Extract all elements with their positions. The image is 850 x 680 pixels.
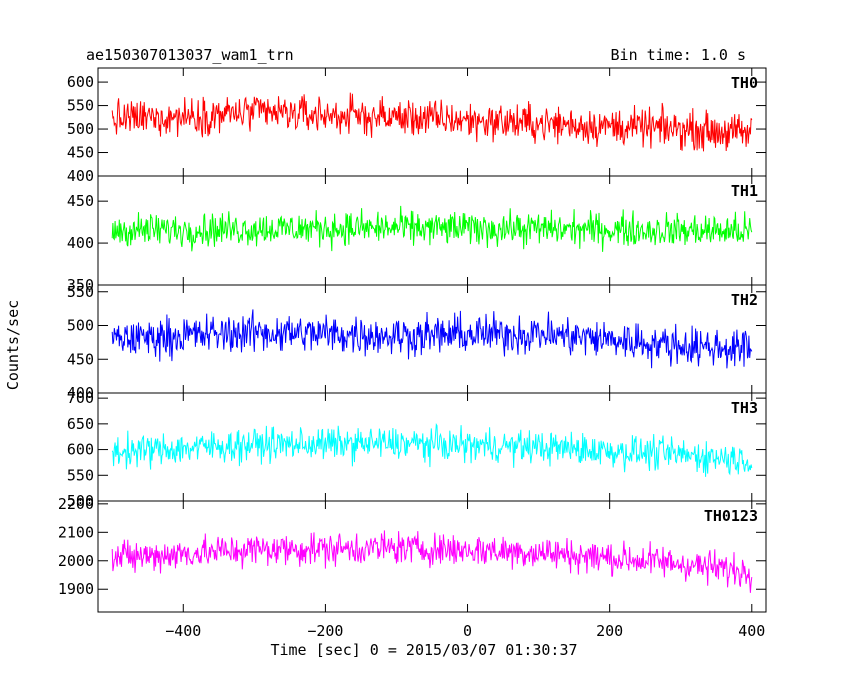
x-axis: −400 −200 0 200 400 [165, 622, 765, 640]
series-line-th3 [111, 422, 753, 477]
y-tick-label: 2000 [58, 552, 94, 570]
series-line-th1 [111, 205, 753, 252]
series-line-th2 [111, 309, 753, 369]
chart-title: ae150307013037_wam1_trn [86, 46, 294, 64]
panel-label-th0: TH0 [731, 74, 758, 92]
x-tick-label: −200 [307, 622, 343, 640]
panel-label-th3: TH3 [731, 399, 758, 417]
y-tick-label: 550 [67, 97, 94, 115]
y-tick-label: 700 [67, 389, 94, 407]
y-tick-label: 450 [67, 192, 94, 210]
y-tick-label: 650 [67, 415, 94, 433]
panel-label-th1: TH1 [731, 182, 758, 200]
y-tick-label: 400 [67, 384, 94, 402]
y-tick-label: 450 [67, 144, 94, 162]
y-tick-label: 400 [67, 167, 94, 185]
y-tick-label: 2200 [58, 495, 94, 513]
x-tick-label: −400 [165, 622, 201, 640]
panel-label-th0123: TH0123 [704, 507, 758, 525]
x-tick-label: 0 [463, 622, 472, 640]
y-tick-label: 2100 [58, 523, 94, 541]
series-line-th0123 [111, 530, 753, 593]
panel-th1: 350 400 450 TH1 [67, 175, 767, 294]
y-tick-label: 400 [67, 234, 94, 252]
y-tick-label: 500 [67, 492, 94, 510]
x-axis-label: Time [sec] 0 = 2015/03/07 01:30:37 [270, 641, 577, 659]
panel-frame [97, 392, 767, 502]
y-axis-label: Counts/sec [4, 300, 22, 390]
panel-th3: 500 550 600 650 700 TH3 [67, 389, 767, 510]
panel-frame [97, 500, 767, 613]
panel-label-th2: TH2 [731, 291, 758, 309]
x-tick-label: 400 [738, 622, 765, 640]
bin-time-label: Bin time: 1.0 s [611, 46, 746, 64]
panel-th2: 400 450 500 550 TH2 [67, 283, 767, 402]
y-tick-label: 550 [67, 466, 94, 484]
y-tick-label: 350 [67, 276, 94, 294]
y-tick-label: 600 [67, 73, 94, 91]
panel-th0: 400 450 500 550 600 TH0 [67, 67, 767, 185]
panel-th0123: 1900 2000 2100 2200 TH0123 [58, 495, 767, 613]
y-tick-label: 550 [67, 283, 94, 301]
y-tick-label: 600 [67, 441, 94, 459]
y-tick-label: 500 [67, 317, 94, 335]
x-tick-label: 200 [596, 622, 623, 640]
y-tick-label: 500 [67, 120, 94, 138]
series-line-th0 [111, 92, 753, 152]
y-tick-label: 450 [67, 350, 94, 368]
panel-frame [97, 67, 767, 177]
y-tick-label: 1900 [58, 580, 94, 598]
